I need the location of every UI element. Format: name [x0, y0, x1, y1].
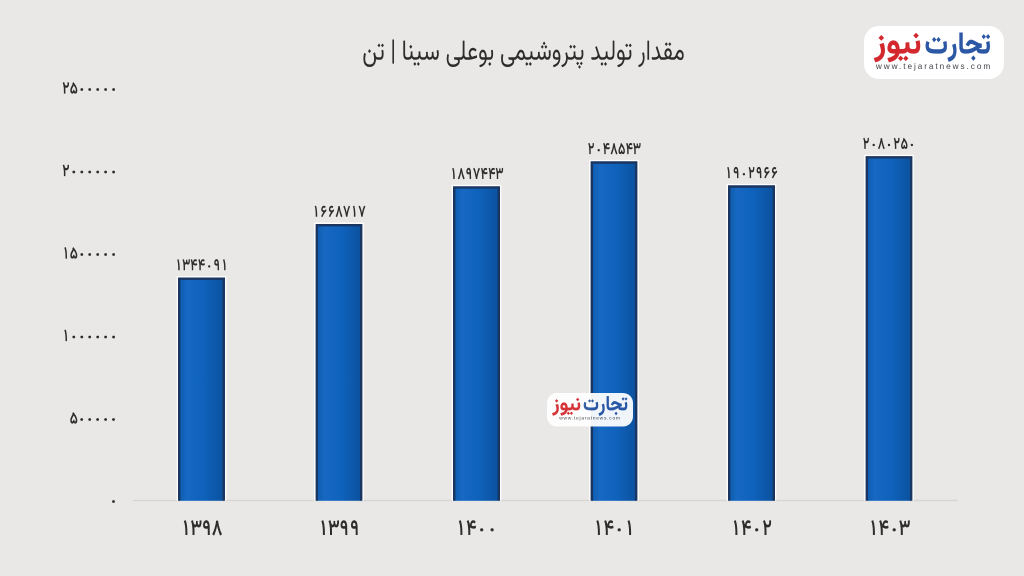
svg-text:www.tejaratnews.com: www.tejaratnews.com — [875, 62, 992, 71]
svg-text:www.tejaratnews.com: www.tejaratnews.com — [559, 416, 621, 422]
